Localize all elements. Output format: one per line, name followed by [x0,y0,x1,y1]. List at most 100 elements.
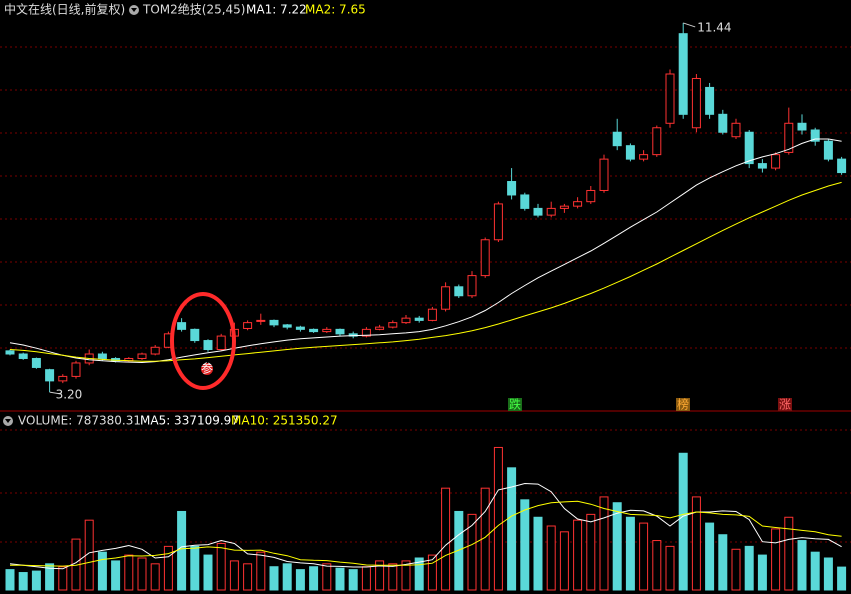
legend-ma5: MA5: 337109.97 [140,414,239,428]
high-pointer [683,22,696,28]
highlight-circle [170,292,236,390]
candle-body [335,328,345,335]
volume-bar [97,551,107,591]
candle-body [559,205,569,209]
volume-bar [467,513,477,591]
indicator-name: TOM2绝技(25,45) [142,2,245,17]
volume-bar [639,522,649,591]
volume-bar [573,519,583,591]
candle-body [361,328,371,337]
signal-label: 榜 [677,397,689,412]
candle-body [414,317,424,321]
volume-bar [150,563,160,591]
signal-label: 跌 [509,397,521,412]
candle-body [652,127,662,156]
volume-bar [837,566,847,591]
candle-body [401,317,411,324]
volume-bar [612,502,622,591]
candle-body [31,357,41,368]
volume-title: VOLUME: 787380.31 [18,414,141,428]
volume-bar [269,566,279,591]
candle-body [427,308,437,321]
volume-bar [533,516,543,591]
candle-body [322,328,332,333]
candle-body [639,154,649,160]
menu-arrow [5,419,11,423]
candle-body [203,340,213,351]
candle-body [784,122,794,153]
volume-bar [625,516,635,591]
plot: 11.44 3.20 跌 榜 涨 参 [5,20,847,591]
volume-bar [18,572,28,591]
volume-bar [111,560,121,591]
candle-body [546,207,556,216]
candle-body [599,158,609,191]
volume-bar [810,551,820,591]
volume-bar [256,551,266,591]
volume-bar [58,566,68,591]
candle-body [150,346,160,355]
volume-bar [546,525,556,591]
candle-body [586,189,596,203]
candle-body [97,353,107,359]
volume-bar [652,540,662,591]
volume-bar [441,487,451,591]
candle-body [45,369,55,382]
candle-body [58,375,68,382]
menu-arrow [131,8,137,12]
volume-bar [177,510,187,591]
volume-bar [216,542,226,591]
low-pointer [49,391,62,395]
volume-bar [744,545,754,591]
candle-body [243,322,253,329]
legend-ma10: MA10: 251350.27 [231,414,338,428]
volume-bar [718,534,728,591]
candle-body [678,33,688,115]
candle-body [718,113,728,133]
candle-body [573,201,583,207]
volume-bar [507,467,517,591]
volume-bar [691,496,701,591]
candle-body [256,319,266,322]
candle-body [507,181,517,196]
volume-bar [31,570,41,591]
candle-body [493,203,503,241]
candle-body [823,140,833,160]
candle-body [388,322,398,328]
candle-body [625,145,635,160]
candle-body [295,326,305,330]
volume-bar [520,499,530,591]
volume-bar [322,563,332,591]
candle-body [441,286,451,310]
candle-body [744,131,754,165]
volume-bar [388,563,398,591]
candle-body [71,362,81,377]
volume-bar [137,557,147,591]
candle-body [5,350,15,355]
volume-bar [493,446,503,591]
candle-body [282,324,292,328]
chart-title: 中文在线(日线,前复权) [4,2,125,17]
candle-body [665,73,675,124]
signal-box [508,398,522,411]
candle-body [177,322,187,330]
volume-bar [163,545,173,591]
candle-body [190,328,200,342]
candle-body [705,86,715,115]
volume-bar [665,545,675,591]
signal-label: 涨 [779,397,791,412]
volume-bar [705,522,715,591]
volume-bar [586,513,596,591]
volume-bar [348,569,358,591]
candle-body [771,154,781,169]
volume-bar [124,554,134,591]
candle-body [797,122,807,131]
ma-line [10,500,842,567]
volume-bar [84,519,94,591]
legend-ma2: MA2: 7.65 [305,3,366,17]
candle-body [375,326,385,330]
volume-bar [243,563,253,591]
volume-bar [335,567,345,591]
signal-box [676,398,690,411]
